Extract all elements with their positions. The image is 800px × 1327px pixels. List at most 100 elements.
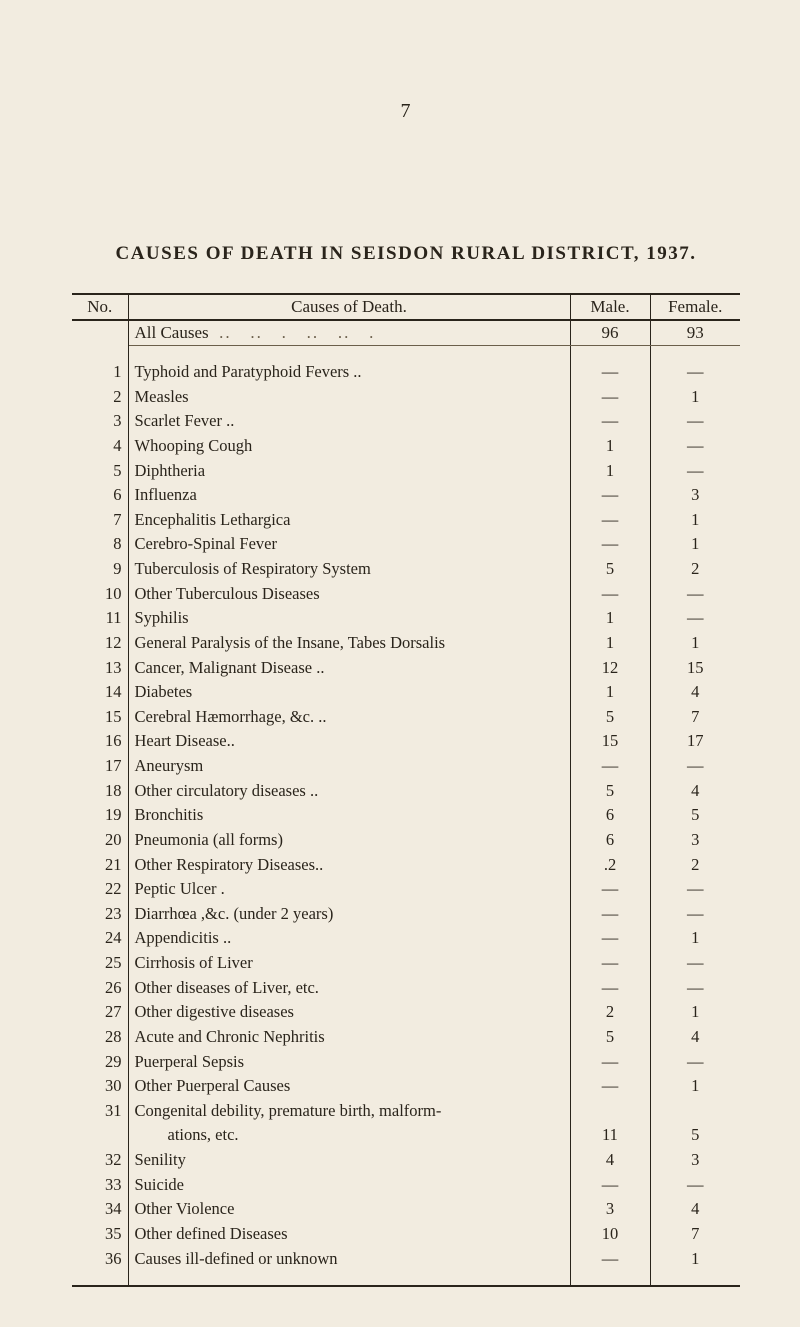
row-cause: Syphilis — [128, 606, 570, 631]
row-male: 5 — [570, 557, 650, 582]
all-causes-female: 93 — [650, 320, 740, 346]
row-number: 12 — [72, 631, 128, 656]
table-row: 24Appendicitis ..—1 — [72, 926, 740, 951]
row-male: 15 — [570, 729, 650, 754]
row-female: 1 — [650, 926, 740, 951]
table-row: 1Typhoid and Paratyphoid Fevers ..—— — [72, 360, 740, 385]
table-row: 21Other Respiratory Diseases...22 — [72, 853, 740, 878]
row-female: 3 — [650, 828, 740, 853]
row-male: — — [570, 926, 650, 951]
table-row: 25Cirrhosis of Liver—— — [72, 951, 740, 976]
row-female: — — [650, 1173, 740, 1198]
table-row: 10Other Tuberculous Diseases—— — [72, 582, 740, 607]
row-cause: Congenital debility, premature birth, ma… — [128, 1099, 570, 1124]
row-cause: General Paralysis of the Insane, Tabes D… — [128, 631, 570, 656]
row-male: — — [570, 877, 650, 902]
row-number: 17 — [72, 754, 128, 779]
row-male — [570, 1099, 650, 1124]
all-causes-label: All Causes .. .. . .. .. . — [128, 320, 570, 346]
row-female: 17 — [650, 729, 740, 754]
table-row: 26Other diseases of Liver, etc.—— — [72, 976, 740, 1001]
table-row: 23Diarrhœa ,&c. (under 2 years)—— — [72, 902, 740, 927]
table-row: 29Puerperal Sepsis—— — [72, 1050, 740, 1075]
row-male: 5 — [570, 1025, 650, 1050]
row-number: 29 — [72, 1050, 128, 1075]
row-number: 20 — [72, 828, 128, 853]
leader-dots: .. .. . .. .. . — [213, 323, 376, 342]
row-number: 6 — [72, 483, 128, 508]
row-female — [650, 1099, 740, 1124]
table-row: 35Other defined Diseases107 — [72, 1222, 740, 1247]
row-male: — — [570, 902, 650, 927]
row-cause: Acute and Chronic Nephritis — [128, 1025, 570, 1050]
table-row: 3Scarlet Fever ..—— — [72, 409, 740, 434]
row-cause: ations, etc. — [128, 1123, 570, 1148]
row-number: 10 — [72, 582, 128, 607]
col-header-cause: Causes of Death. — [128, 295, 570, 319]
row-number: 11 — [72, 606, 128, 631]
table-row: 33Suicide—— — [72, 1173, 740, 1198]
all-causes-male: 96 — [570, 320, 650, 346]
row-male: 1 — [570, 606, 650, 631]
table-title: CAUSES OF DEATH IN SEISDON RURAL DISTRIC… — [72, 243, 740, 265]
row-cause: Causes ill-defined or unknown — [128, 1247, 570, 1272]
row-number: 23 — [72, 902, 128, 927]
table-row: 17Aneurysm—— — [72, 754, 740, 779]
row-female: — — [650, 360, 740, 385]
row-number: 34 — [72, 1197, 128, 1222]
row-male: 4 — [570, 1148, 650, 1173]
row-cause: Aneurysm — [128, 754, 570, 779]
row-cause: Senility — [128, 1148, 570, 1173]
col-header-female: Female. — [650, 295, 740, 319]
row-cause: Appendicitis .. — [128, 926, 570, 951]
row-female: 15 — [650, 656, 740, 681]
row-female: 4 — [650, 779, 740, 804]
row-male: — — [570, 409, 650, 434]
row-male: 2 — [570, 1000, 650, 1025]
table-row: 13Cancer, Malignant Disease ..1215 — [72, 656, 740, 681]
row-female: 1 — [650, 631, 740, 656]
page-number: 7 — [72, 100, 740, 123]
table-row: ations, etc.115 — [72, 1123, 740, 1148]
row-female: 5 — [650, 1123, 740, 1148]
row-number: 28 — [72, 1025, 128, 1050]
row-cause: Bronchitis — [128, 803, 570, 828]
row-cause: Scarlet Fever .. — [128, 409, 570, 434]
table-row: 30Other Puerperal Causes—1 — [72, 1074, 740, 1099]
table-row: 5Diphtheria1— — [72, 459, 740, 484]
row-male: 12 — [570, 656, 650, 681]
row-female: 2 — [650, 557, 740, 582]
row-number: 25 — [72, 951, 128, 976]
col-header-no: No. — [72, 295, 128, 319]
row-male: 6 — [570, 803, 650, 828]
row-female: 7 — [650, 705, 740, 730]
col-header-male: Male. — [570, 295, 650, 319]
table-row: 36Causes ill-defined or unknown—1 — [72, 1247, 740, 1272]
row-cause: Diabetes — [128, 680, 570, 705]
table-row: 7Encephalitis Lethargica—1 — [72, 508, 740, 533]
row-male: 3 — [570, 1197, 650, 1222]
table-row: 18Other circulatory diseases ..54 — [72, 779, 740, 804]
row-cause: Other Puerperal Causes — [128, 1074, 570, 1099]
row-cause: Typhoid and Paratyphoid Fevers .. — [128, 360, 570, 385]
row-cause: Other circulatory diseases .. — [128, 779, 570, 804]
row-cause: Influenza — [128, 483, 570, 508]
row-number: 21 — [72, 853, 128, 878]
row-number: 13 — [72, 656, 128, 681]
row-male: — — [570, 1050, 650, 1075]
row-number: 36 — [72, 1247, 128, 1272]
row-cause: Other diseases of Liver, etc. — [128, 976, 570, 1001]
row-female: 1 — [650, 385, 740, 410]
row-male: 10 — [570, 1222, 650, 1247]
row-male: — — [570, 754, 650, 779]
row-male: 5 — [570, 779, 650, 804]
row-number: 9 — [72, 557, 128, 582]
row-male: 5 — [570, 705, 650, 730]
row-male: 1 — [570, 434, 650, 459]
row-number: 19 — [72, 803, 128, 828]
row-number: 4 — [72, 434, 128, 459]
row-number: 3 — [72, 409, 128, 434]
row-number: 14 — [72, 680, 128, 705]
row-cause: Encephalitis Lethargica — [128, 508, 570, 533]
row-cause: Measles — [128, 385, 570, 410]
